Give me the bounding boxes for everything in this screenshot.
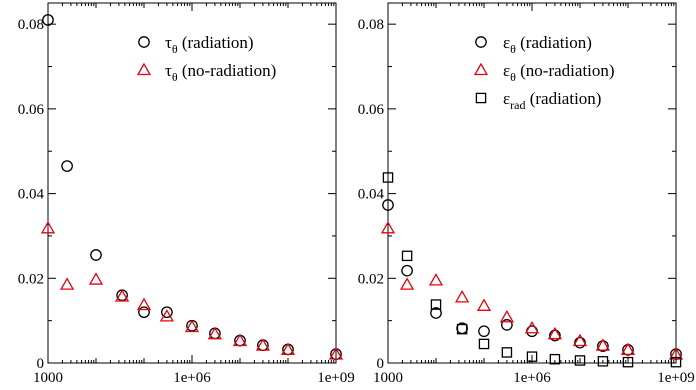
data-point bbox=[430, 299, 442, 310]
data-point bbox=[670, 356, 682, 368]
data-point bbox=[428, 273, 444, 286]
data-point bbox=[499, 309, 515, 323]
legend-marker bbox=[475, 92, 487, 104]
legend: εθ (radiation) εθ (no-radiation) εrad (rad… bbox=[473, 33, 615, 112]
chart-panel-2: 0 0.02 0.04 0.06 0.08 1000 1e+06 1e+09 εθ (radia… bbox=[358, 2, 695, 386]
data-point bbox=[620, 342, 636, 356]
data-point bbox=[549, 329, 561, 342]
y-tick-label: 0.02 bbox=[18, 271, 44, 287]
legend-label: εrad (radiation) bbox=[503, 89, 601, 112]
data-point bbox=[280, 342, 296, 356]
data-point bbox=[501, 347, 513, 358]
data-point bbox=[547, 326, 563, 340]
chart-panel-1: 0 0.02 0.04 0.06 0.08 1000 1e+06 1e+09 τθ (radia… bbox=[18, 2, 355, 386]
data-point bbox=[184, 319, 200, 333]
data-point bbox=[572, 333, 588, 347]
data-point bbox=[255, 338, 271, 351]
data-point bbox=[59, 277, 75, 290]
x-tick-label: 1e+09 bbox=[657, 370, 695, 386]
legend-marker bbox=[473, 62, 489, 76]
data-point bbox=[476, 298, 492, 311]
data-point bbox=[328, 347, 344, 360]
data-point bbox=[430, 307, 442, 319]
y-tick-label: 0.04 bbox=[358, 187, 385, 203]
data-point bbox=[207, 326, 223, 340]
data-point bbox=[382, 172, 394, 183]
series-2 bbox=[380, 221, 684, 360]
legend-label: τθ (no-radiation) bbox=[165, 61, 276, 84]
data-point bbox=[454, 290, 470, 303]
y-tick-label: 0.06 bbox=[18, 102, 45, 118]
legend-marker bbox=[138, 36, 150, 48]
y-tick-label: 0.08 bbox=[18, 17, 44, 33]
y-tick-label: 0 bbox=[377, 356, 385, 372]
data-point bbox=[595, 338, 611, 351]
data-point bbox=[401, 250, 413, 262]
x-tick-label: 1e+09 bbox=[317, 370, 355, 386]
legend-label: εθ (no-radiation) bbox=[503, 61, 615, 84]
data-point bbox=[232, 333, 248, 347]
data-point bbox=[136, 297, 152, 311]
data-point bbox=[526, 351, 538, 362]
data-point bbox=[478, 325, 490, 338]
data-point bbox=[622, 356, 634, 368]
data-point bbox=[382, 199, 394, 211]
data-point bbox=[501, 319, 513, 331]
data-point bbox=[90, 249, 102, 261]
data-point bbox=[88, 272, 104, 285]
data-point bbox=[524, 320, 540, 334]
data-point bbox=[668, 347, 684, 360]
data-point bbox=[138, 306, 150, 319]
data-point bbox=[549, 353, 561, 365]
series-1 bbox=[382, 199, 682, 360]
series-2 bbox=[40, 221, 344, 360]
x-tick-label: 1e+06 bbox=[173, 370, 211, 386]
y-tick-label: 0.06 bbox=[358, 102, 385, 118]
y-tick-label: 0 bbox=[37, 356, 45, 372]
data-point bbox=[40, 221, 56, 234]
y-tick-label: 0.08 bbox=[358, 17, 384, 33]
legend-label: εθ (radiation) bbox=[503, 33, 592, 56]
data-point bbox=[114, 289, 130, 302]
legend: τθ (radiation) τθ (no-radiation) bbox=[136, 33, 276, 84]
data-point bbox=[456, 323, 468, 335]
y-tick-label: 0.04 bbox=[18, 187, 45, 203]
data-point bbox=[574, 336, 586, 349]
series-3 bbox=[382, 172, 682, 368]
x-tick-label: 1000 bbox=[33, 370, 63, 386]
data-point bbox=[42, 14, 54, 26]
legend-marker bbox=[136, 62, 152, 76]
x-tick-label: 1000 bbox=[373, 370, 403, 386]
legend-label: τθ (radiation) bbox=[165, 33, 254, 56]
data-point bbox=[574, 355, 586, 366]
data-point bbox=[159, 309, 175, 322]
legend-marker bbox=[475, 36, 487, 48]
data-point bbox=[597, 356, 609, 367]
data-point bbox=[399, 277, 415, 290]
data-point bbox=[380, 221, 396, 234]
data-point bbox=[478, 338, 490, 350]
plot-frame bbox=[47, 2, 337, 364]
y-tick-label: 0.02 bbox=[358, 271, 384, 287]
x-tick-label: 1e+06 bbox=[513, 370, 551, 386]
data-point bbox=[161, 306, 173, 319]
data-point bbox=[61, 160, 73, 172]
data-point bbox=[401, 264, 413, 277]
